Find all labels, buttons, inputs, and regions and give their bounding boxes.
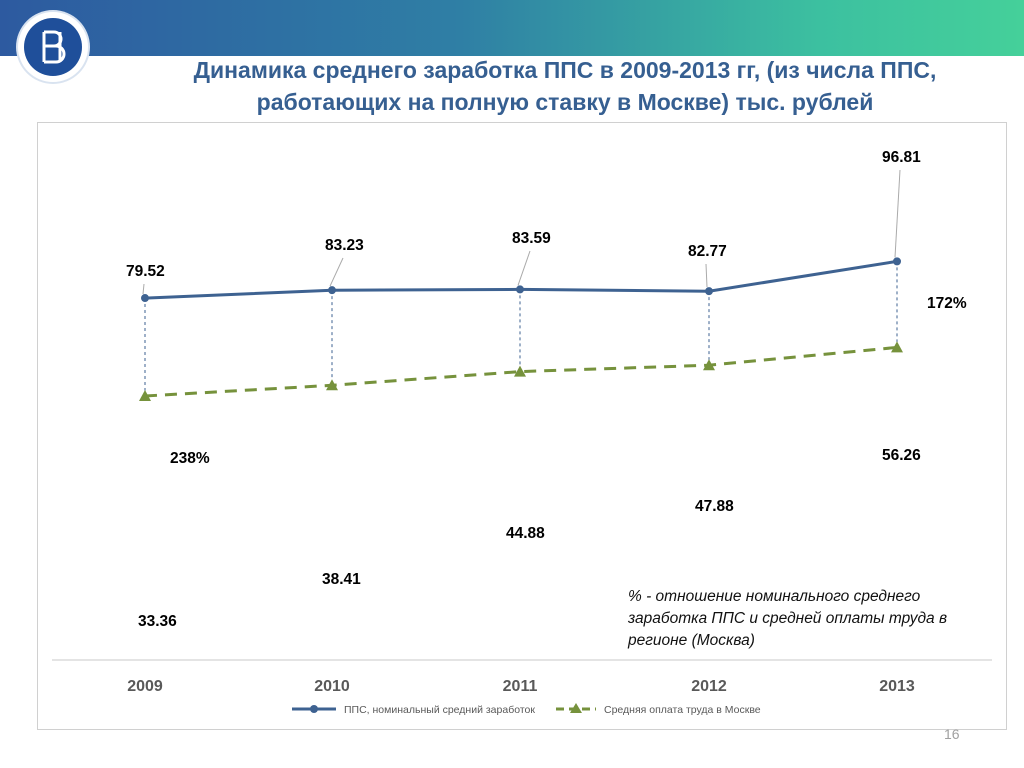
university-logo bbox=[18, 12, 88, 82]
slide-title: Динамика среднего заработка ППС в 2009-2… bbox=[140, 54, 990, 118]
moscow-value-label-2012: 47.88 bbox=[695, 498, 734, 515]
moscow-point-2010 bbox=[326, 379, 338, 391]
moscow-value-label-2009: 33.36 bbox=[138, 613, 177, 630]
x-tick-label-2010: 2010 bbox=[314, 678, 350, 695]
pps-label-leader-2012 bbox=[705, 263, 708, 288]
ratio-2009-label: 238% bbox=[170, 450, 210, 467]
pps-point-2012 bbox=[705, 287, 713, 296]
pps-label-leader-2011 bbox=[517, 250, 531, 286]
moscow-point-2013 bbox=[891, 341, 903, 353]
x-tick-label-2013: 2013 bbox=[879, 678, 915, 695]
moscow-point-2012 bbox=[703, 359, 715, 371]
header-banner bbox=[0, 0, 1024, 56]
slide-title-line1: Динамика среднего заработка ППС в 2009-2… bbox=[193, 57, 937, 83]
pps-label-leader-2010 bbox=[329, 257, 344, 287]
chart-frame bbox=[37, 122, 1007, 730]
pps-value-label-2012: 82.77 bbox=[688, 243, 727, 260]
slide-title-line2: работающих на полную ставку в Москве) ты… bbox=[256, 89, 874, 115]
pps-value-label-2011: 83.59 bbox=[512, 230, 551, 247]
legend-moscow-marker bbox=[570, 703, 582, 713]
moscow-point-2011 bbox=[514, 365, 526, 377]
moscow-point-2009 bbox=[139, 390, 151, 402]
x-tick-label-2012: 2012 bbox=[691, 678, 727, 695]
logo-emblem bbox=[24, 18, 82, 76]
pps-label-leader-2009 bbox=[142, 283, 145, 295]
moscow-value-label-2010: 38.41 bbox=[322, 571, 361, 588]
pps-point-2010 bbox=[328, 286, 336, 295]
legend-moscow-label: Средняя оплата труда в Москве bbox=[604, 704, 761, 716]
page-number: 16 bbox=[944, 726, 960, 742]
pps-point-2011 bbox=[516, 285, 524, 294]
pps-value-label-2013: 96.81 bbox=[882, 149, 921, 166]
pps-label-leader-2013 bbox=[894, 169, 901, 258]
pps-value-label-2010: 83.23 bbox=[325, 237, 364, 254]
logo-letters-icon bbox=[42, 30, 66, 64]
pps-value-label-2009: 79.52 bbox=[126, 263, 165, 280]
moscow-value-label-2011: 44.88 bbox=[506, 525, 545, 542]
pps-point-2009 bbox=[141, 294, 149, 303]
ratio-2013-label: 172% bbox=[927, 295, 967, 312]
footnote: % - отношение номинального среднего зара… bbox=[628, 588, 948, 649]
moscow-value-label-2013: 56.26 bbox=[882, 447, 921, 464]
pps-point-2013 bbox=[893, 257, 901, 266]
legend-pps-label: ППС, номинальный средний заработок bbox=[344, 704, 535, 716]
legend-pps-marker bbox=[310, 705, 318, 713]
series-line-moscow bbox=[144, 345, 898, 398]
x-tick-label-2011: 2011 bbox=[503, 678, 538, 695]
x-tick-label-2009: 2009 bbox=[127, 678, 163, 695]
